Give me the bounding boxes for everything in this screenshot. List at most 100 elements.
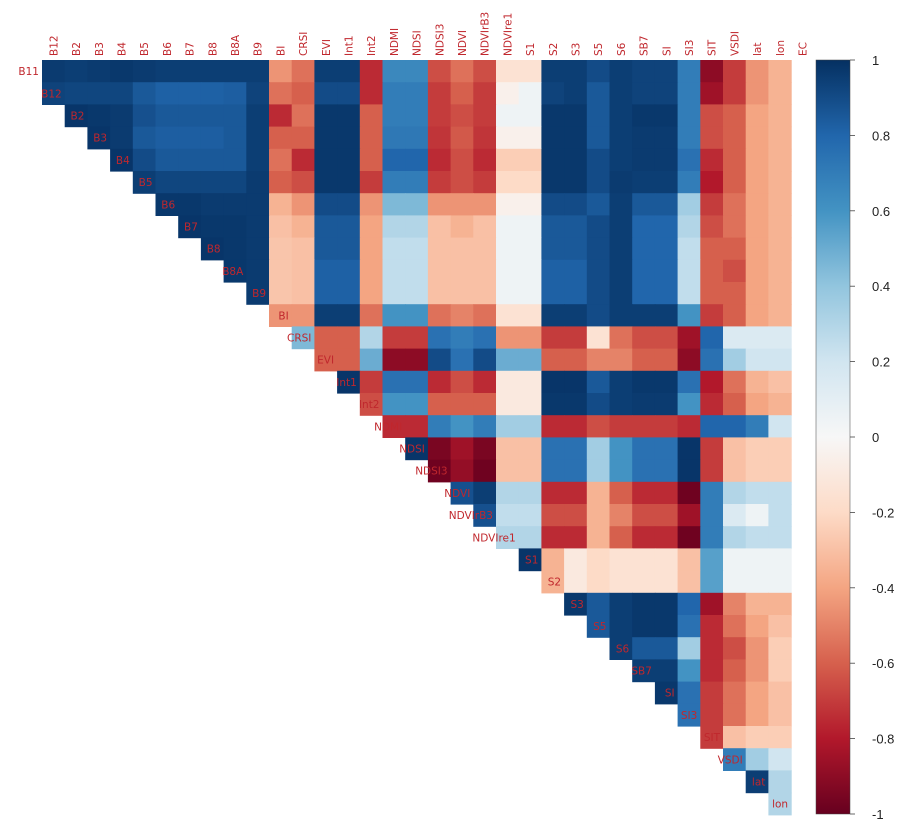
heatmap-cell-CRSI-EVI — [314, 326, 338, 350]
heatmap-cell-SB7-VSDI — [723, 659, 747, 683]
heatmap-cell-B11-B3 — [87, 60, 111, 83]
heatmap-cell-Int2-Int2 — [359, 393, 384, 416]
heatmap-cell-B3-B5 — [132, 126, 157, 150]
heatmap-cell-B4-BI — [269, 148, 293, 172]
heatmap-cell-B3-Int1 — [337, 126, 361, 150]
heatmap-cell-B12-B3 — [87, 82, 111, 105]
heatmap-cell-B6-B8A — [223, 193, 247, 216]
heatmap-cell-B2-B7 — [178, 104, 202, 128]
heatmap-cell-NDSI3-SI — [654, 459, 679, 483]
heatmap-cell-B3-S6 — [609, 126, 633, 150]
heatmap-cell-B5-SIT — [700, 171, 724, 194]
heatmap-cell-S2-SI3 — [677, 570, 701, 594]
heatmap-cell-NDVIrB3-SB7 — [632, 504, 656, 527]
heatmap-cell-B9-NDMI — [382, 282, 406, 305]
row-label-SI: SI — [665, 688, 675, 700]
heatmap-cell-SI3-lat — [745, 703, 769, 727]
heatmap-cell-EVI-S1 — [518, 348, 542, 372]
heatmap-cell-B6-NDVI — [450, 193, 474, 216]
row-label-B3: B3 — [93, 133, 107, 145]
row-label-BI: BI — [278, 310, 288, 322]
heatmap-cell-B11-SIT — [700, 60, 724, 83]
heatmap-cell-NDMI-VSDI — [723, 415, 747, 438]
heatmap-cell-B8A-EVI — [314, 259, 338, 283]
heatmap-cell-B7-SI — [654, 215, 679, 239]
heatmap-cell-B8A-VSDI — [723, 259, 747, 283]
heatmap-cell-lat-lon — [768, 770, 792, 794]
heatmap-cell-B8-Int1 — [337, 237, 361, 261]
heatmap-cell-NDSI-NDSI — [405, 437, 429, 461]
heatmap-cell-S2-S3 — [564, 570, 588, 594]
heatmap-cell-B9-NDSI3 — [427, 282, 452, 305]
heatmap-cell-B3-SI — [654, 126, 679, 150]
heatmap-cell-B9-lat — [745, 282, 769, 305]
heatmap-cell-EVI-S3 — [564, 348, 588, 372]
heatmap-cell-B5-SB7 — [632, 171, 656, 194]
heatmap-cell-B11-SI3 — [677, 60, 701, 83]
heatmap-cell-B9-VSDI — [723, 282, 747, 305]
heatmap-cell-B2-lon — [768, 104, 792, 128]
heatmap-cell-B4-S2 — [541, 148, 565, 172]
heatmap-cell-EVI-SI — [654, 348, 679, 372]
heatmap-cell-S3-SIT — [700, 592, 724, 616]
heatmap-cell-NDVIrB3-S6 — [609, 504, 633, 527]
heatmap-cell-SI3-VSDI — [723, 703, 747, 727]
heatmap-cell-B5-NDSI — [405, 171, 429, 194]
heatmap-cell-CRSI-VSDI — [723, 326, 747, 350]
heatmap-cell-B8-NDVIrB3 — [473, 237, 497, 261]
heatmap-cell-B3-S2 — [541, 126, 565, 150]
heatmap-cell-B9-EVI — [314, 282, 338, 305]
heatmap-cell-B6-S1 — [518, 193, 542, 216]
heatmap-cell-NDVIre1-S6 — [609, 526, 633, 549]
heatmap-cell-lat-lat — [745, 770, 769, 794]
heatmap-cell-CRSI-SIT — [700, 326, 724, 350]
column-label-NDVI: NDVI — [457, 30, 469, 56]
heatmap-cell-B6-BI — [269, 193, 293, 216]
heatmap-cell-BI-S6 — [609, 304, 633, 327]
heatmap-cell-B5-Int2 — [359, 171, 384, 194]
heatmap-cell-B7-EVI — [314, 215, 338, 239]
heatmap-cell-B6-SI3 — [677, 193, 701, 216]
heatmap-cell-NDSI3-SIT — [700, 459, 724, 483]
heatmap-cell-B4-EVI — [314, 148, 338, 172]
heatmap-cell-NDMI-SB7 — [632, 415, 656, 438]
heatmap-cell-SI-lat — [745, 681, 769, 705]
heatmap-cell-B12-lat — [745, 82, 769, 105]
heatmap-cell-Int2-NDVIrB3 — [473, 393, 497, 416]
heatmap-cell-Int2-NDSI3 — [427, 393, 452, 416]
heatmap-cell-CRSI-S6 — [609, 326, 633, 350]
row-label-B6: B6 — [161, 199, 175, 211]
heatmap-cell-B7-CRSI — [291, 215, 315, 239]
heatmap-cell-B7-NDSI — [405, 215, 429, 239]
heatmap-cell-B4-NDVIrB3 — [473, 148, 497, 172]
heatmap-cell-CRSI-NDSI — [405, 326, 429, 350]
heatmap-cell-B6-Int1 — [337, 193, 361, 216]
heatmap-cell-S5-SB7 — [632, 615, 656, 638]
heatmap-cell-B7-NDVIre1 — [496, 215, 520, 239]
heatmap-cell-NDVIrB3-VSDI — [723, 504, 747, 527]
heatmap-cell-B9-BI — [269, 282, 293, 305]
heatmap-cell-S5-S5 — [586, 615, 611, 638]
heatmap-cell-B12-Int2 — [359, 82, 384, 105]
heatmap-cell-NDSI-VSDI — [723, 437, 747, 461]
heatmap-cell-S2-lat — [745, 570, 769, 594]
heatmap-cell-B8-BI — [269, 237, 293, 261]
heatmap-cell-B7-NDSI3 — [427, 215, 452, 239]
heatmap-cell-B4-lon — [768, 148, 792, 172]
heatmap-cell-B11-Int2 — [359, 60, 384, 83]
heatmap-cell-BI-NDVIre1 — [496, 304, 520, 327]
heatmap-cell-B11-B9 — [246, 60, 270, 83]
row-label-B8A: B8A — [222, 266, 244, 278]
heatmap-cell-SI3-lon — [768, 703, 792, 727]
heatmap-cell-S1-S6 — [609, 548, 633, 572]
heatmap-cell-B4-B8A — [223, 148, 247, 172]
heatmap-cell-CRSI-NDVIre1 — [496, 326, 520, 350]
heatmap-cell-B8A-NDSI3 — [427, 259, 452, 283]
heatmap-cell-Int1-Int2 — [359, 370, 384, 394]
column-label-VSDI: VSDI — [729, 31, 741, 56]
heatmap-cell-B6-VSDI — [723, 193, 747, 216]
heatmap-cell-B7-S1 — [518, 215, 542, 239]
row-label-NDVI: NDVI — [444, 488, 470, 500]
heatmap-cell-NDMI-S1 — [518, 415, 542, 438]
